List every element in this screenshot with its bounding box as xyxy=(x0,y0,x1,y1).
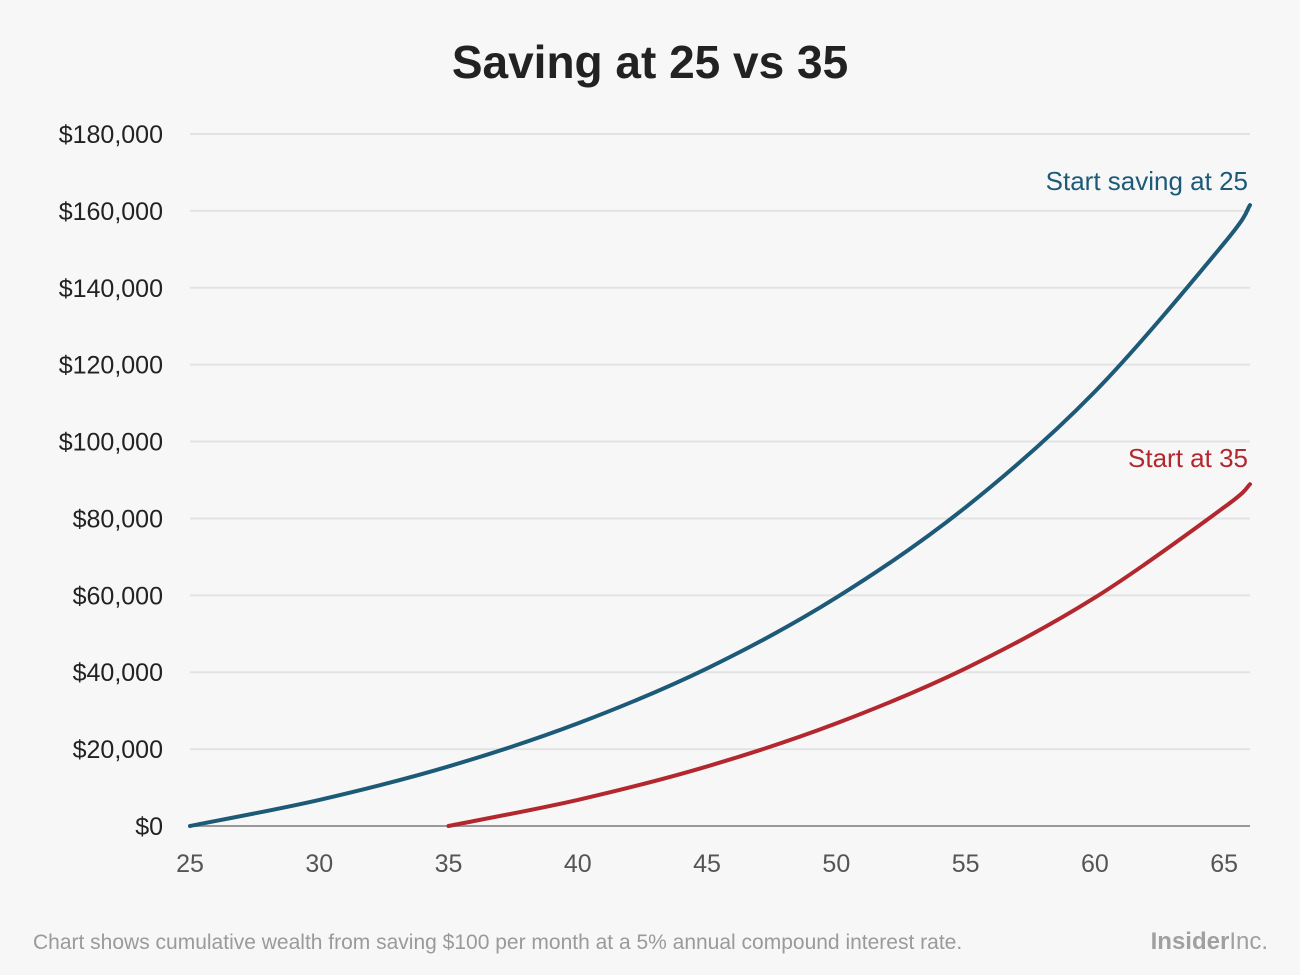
y-tick-label: $100,000 xyxy=(59,429,163,457)
chart-title: Saving at 25 vs 35 xyxy=(452,36,848,88)
y-tick-label: $60,000 xyxy=(73,582,163,610)
y-tick-label: $180,000 xyxy=(59,121,163,149)
x-tick-label: 40 xyxy=(564,850,592,878)
grid-layer xyxy=(190,133,1250,751)
x-tick-label: 30 xyxy=(305,850,333,878)
brand-suffix: Inc. xyxy=(1229,928,1268,955)
x-tick-label: 35 xyxy=(435,850,463,878)
x-tick-label: 45 xyxy=(693,850,721,878)
series-line xyxy=(188,203,1252,828)
footnote: Chart shows cumulative wealth from savin… xyxy=(33,931,962,954)
y-axis-tick-labels: $0 $20,000 $40,000 $60,000 $80,000 $100,000 $1… xyxy=(59,121,163,841)
series-layer xyxy=(188,203,1252,828)
series-label: Start saving at 25 xyxy=(1046,166,1248,196)
y-tick-label: $160,000 xyxy=(59,198,163,226)
y-tick-label: $80,000 xyxy=(73,505,163,533)
series-line xyxy=(446,482,1252,828)
brand-name: Insider xyxy=(1151,928,1230,955)
x-tick-label: 25 xyxy=(176,850,204,878)
y-tick-label: $0 xyxy=(135,813,163,841)
x-axis-tick-labels: 25 30 35 40 45 50 55 60 65 xyxy=(176,850,1238,878)
y-tick-label: $140,000 xyxy=(59,275,163,303)
x-tick-label: 50 xyxy=(822,850,850,878)
x-tick-label: 65 xyxy=(1210,850,1238,878)
y-tick-label: $20,000 xyxy=(73,736,163,764)
brand-logo: InsiderInc. xyxy=(1151,928,1268,955)
x-tick-label: 60 xyxy=(1081,850,1109,878)
series-label: Start at 35 xyxy=(1128,443,1248,473)
y-tick-label: $40,000 xyxy=(73,659,163,687)
x-tick-label: 55 xyxy=(952,850,980,878)
y-tick-label: $120,000 xyxy=(59,352,163,380)
series-labels: Start saving at 25 Start at 35 xyxy=(1046,166,1248,473)
